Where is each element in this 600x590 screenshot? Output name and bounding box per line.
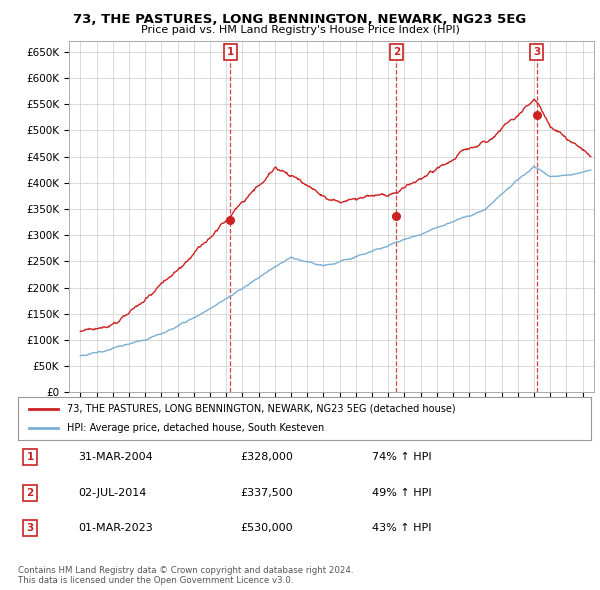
Text: 3: 3 [533,47,541,57]
Text: £328,000: £328,000 [240,453,293,462]
Text: 73, THE PASTURES, LONG BENNINGTON, NEWARK, NG23 5EG (detached house): 73, THE PASTURES, LONG BENNINGTON, NEWAR… [67,404,455,414]
Text: Price paid vs. HM Land Registry's House Price Index (HPI): Price paid vs. HM Land Registry's House … [140,25,460,35]
Text: HPI: Average price, detached house, South Kesteven: HPI: Average price, detached house, Sout… [67,422,324,432]
Text: 73, THE PASTURES, LONG BENNINGTON, NEWARK, NG23 5EG: 73, THE PASTURES, LONG BENNINGTON, NEWAR… [73,13,527,26]
Text: 74% ↑ HPI: 74% ↑ HPI [372,453,431,462]
Text: 1: 1 [26,453,34,462]
Text: 02-JUL-2014: 02-JUL-2014 [78,488,146,497]
Text: £530,000: £530,000 [240,523,293,533]
Text: 3: 3 [26,523,34,533]
Text: 1: 1 [227,47,234,57]
Text: 01-MAR-2023: 01-MAR-2023 [78,523,153,533]
Text: 2: 2 [392,47,400,57]
Text: 49% ↑ HPI: 49% ↑ HPI [372,488,431,497]
Text: 43% ↑ HPI: 43% ↑ HPI [372,523,431,533]
Text: £337,500: £337,500 [240,488,293,497]
Text: 31-MAR-2004: 31-MAR-2004 [78,453,153,462]
Text: Contains HM Land Registry data © Crown copyright and database right 2024.
This d: Contains HM Land Registry data © Crown c… [18,566,353,585]
Text: 2: 2 [26,488,34,497]
